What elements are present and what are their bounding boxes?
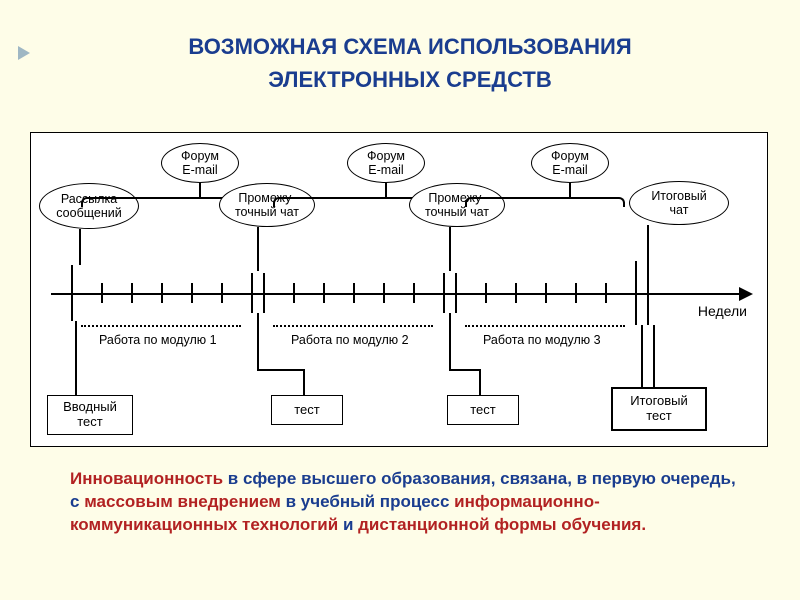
tick-minor [323,283,325,303]
tick-module-start [455,273,457,313]
box-connector-h [449,369,481,371]
tick-start [71,265,73,321]
box-connector [479,369,481,395]
tick-minor [161,283,163,303]
tick-end [635,261,637,325]
tick-minor [353,283,355,303]
box-text: Итоговыйтест [630,394,688,424]
axis-line [51,293,741,295]
title-line1: ВОЗМОЖНАЯ СХЕМА ИСПОЛЬЗОВАНИЯ [40,30,780,63]
caption-seg: и [338,515,358,534]
caption-paragraph: Инновационность в сфере высшего образова… [70,468,740,537]
box-connector [641,325,643,387]
tick-minor [413,283,415,303]
tick-minor [545,283,547,303]
caption-seg: массовым внедрением [84,492,281,511]
bubble-connector [449,227,451,271]
box-connector [75,321,77,395]
brace [465,197,625,207]
bubble-text: ФорумE-mail [551,149,589,178]
bubble-connector [647,225,649,261]
tick-module-end [443,273,445,313]
tick-minor [383,283,385,303]
caption-seg: дистанционной формы обучения. [358,515,646,534]
module-dotline [81,325,241,327]
module-label: Работа по модулю 3 [483,333,601,347]
bubble-forum: ФорумE-mail [347,143,425,183]
brace [81,197,241,207]
box-text: Вводныйтест [63,400,117,430]
bubble-connector [79,229,81,265]
caption-seg: в учебный процесс [281,492,454,511]
bubble-text: ФорумE-mail [181,149,219,178]
axis-label: Недели [698,303,747,319]
title-line2: ЭЛЕКТРОННЫХ СРЕДСТВ [40,63,780,96]
box-test: тест [447,395,519,425]
axis-arrow-icon [739,287,753,301]
tick-module-start [263,273,265,313]
bubble-forum: ФорумE-mail [161,143,239,183]
box-text: тест [470,403,496,418]
box-connector [653,325,655,387]
tick-minor [221,283,223,303]
bubble-text: Итоговыйчат [651,189,706,218]
module-dotline [273,325,433,327]
tick-minor [605,283,607,303]
box-text: тест [294,403,320,418]
tick-final [647,261,649,325]
box-test: тест [271,395,343,425]
box-connector [303,369,305,395]
brace-stem [385,183,387,197]
tick-minor [101,283,103,303]
tick-minor [293,283,295,303]
module-label: Работа по модулю 1 [99,333,217,347]
module-dotline [465,325,625,327]
box-connector [257,313,259,369]
tick-minor [575,283,577,303]
timeline-diagram: Недели Работа по модулю 1 Работа по моду… [30,132,768,447]
box-final-test: Итоговыйтест [611,387,707,431]
box-intro-test: Вводныйтест [47,395,133,435]
page-title: ВОЗМОЖНАЯ СХЕМА ИСПОЛЬЗОВАНИЯ ЭЛЕКТРОННЫ… [40,30,780,96]
tick-minor [191,283,193,303]
box-connector [449,313,451,369]
tick-minor [515,283,517,303]
bubble-finalchat: Итоговыйчат [629,181,729,225]
bubble-text: ФорумE-mail [367,149,405,178]
bubble-connector [257,227,259,271]
module-label: Работа по модулю 2 [291,333,409,347]
brace-stem [199,183,201,197]
brace-stem [569,183,571,197]
tick-module-end [251,273,253,313]
title-bullet-icon [18,46,30,60]
tick-minor [485,283,487,303]
box-connector-h [257,369,305,371]
caption-seg: Инновационность [70,469,223,488]
bubble-forum: ФорумE-mail [531,143,609,183]
tick-minor [131,283,133,303]
